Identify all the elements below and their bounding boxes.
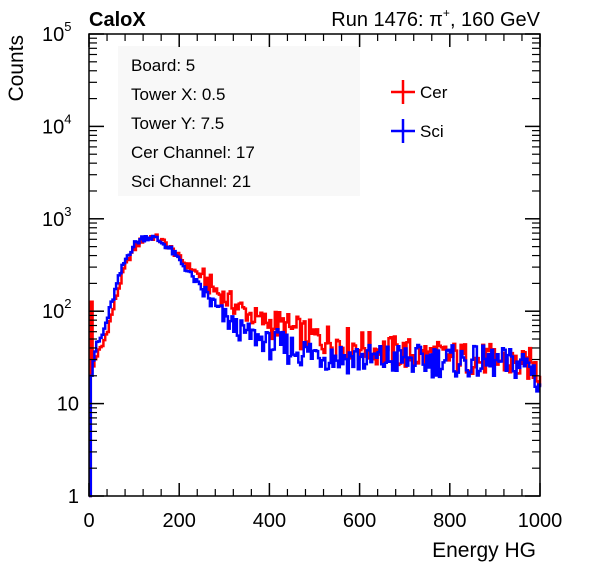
y-tick-exponent: 4 [64, 111, 71, 126]
y-tick-base: 10 [42, 116, 64, 138]
x-tick-label: 800 [433, 510, 466, 532]
series-sci-line [89, 234, 542, 498]
y-tick-base: 10 [42, 209, 64, 231]
legend-sci-label: Sci [420, 122, 444, 141]
y-tick-label: 103 [42, 204, 71, 231]
plot-area [89, 233, 542, 498]
y-tick-label: 10 [57, 394, 79, 416]
beam-charge: + [443, 6, 450, 20]
info-cer-channel: Cer Channel: 17 [131, 143, 255, 162]
x-tick-label: 200 [163, 510, 196, 532]
x-tick-label: 600 [343, 510, 376, 532]
plot-frame [88, 33, 541, 497]
experiment-label: CaloX [89, 9, 146, 31]
y-tick-label: 105 [42, 19, 71, 46]
info-sci-channel: Sci Channel: 21 [131, 172, 251, 191]
run-label: Run 1476: [331, 9, 423, 31]
y-tick-exponent: 5 [64, 19, 71, 34]
x-axis-ticks: 0 200 400 600 800 1000 [83, 34, 562, 532]
legend: Cer Sci [391, 80, 448, 143]
y-tick-label: 1 [68, 486, 79, 508]
x-tick-label: 1000 [518, 510, 563, 532]
beam-energy: , 160 GeV [450, 9, 541, 31]
y-tick-base: 10 [42, 301, 64, 323]
y-tick-exponent: 3 [64, 204, 71, 219]
info-box [118, 46, 360, 196]
series-cer-line [89, 233, 542, 498]
info-tower-y: Tower Y: 7.5 [131, 114, 224, 133]
x-tick-label: 400 [253, 510, 286, 532]
beam-symbol: π [429, 9, 443, 31]
info-board: Board: 5 [131, 56, 195, 75]
info-tower-x: Tower X: 0.5 [131, 85, 226, 104]
y-tick-label: 104 [42, 111, 71, 138]
y-axis-title: Counts [5, 35, 28, 102]
legend-cer-label: Cer [420, 83, 448, 102]
y-tick-exponent: 2 [64, 296, 71, 311]
x-axis-title: Energy HG [432, 539, 536, 562]
run-info-label: Run 1476: π+, 160 GeV [331, 6, 540, 31]
y-tick-label: 102 [42, 296, 71, 323]
x-tick-label: 0 [83, 510, 94, 532]
y-tick-base: 10 [42, 24, 64, 46]
